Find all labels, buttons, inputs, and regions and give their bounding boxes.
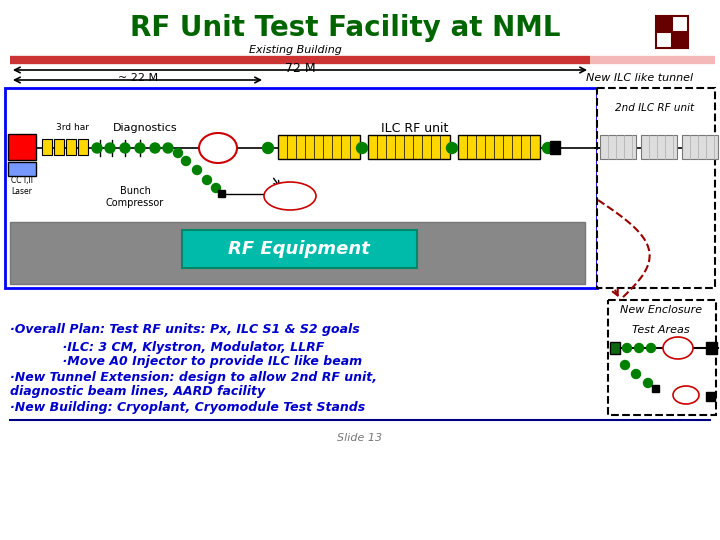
Text: 2nd ILC RF unit: 2nd ILC RF unit	[616, 103, 695, 113]
Circle shape	[623, 343, 631, 353]
Bar	[218, 190, 225, 197]
Bar	[550, 141, 560, 154]
Text: 72 M: 72 M	[284, 62, 315, 75]
Text: ~ 22 M: ~ 22 M	[118, 73, 158, 83]
Bar	[368, 135, 450, 159]
Bar	[673, 33, 688, 48]
Circle shape	[631, 369, 641, 379]
Text: Slide 13: Slide 13	[338, 433, 382, 443]
Ellipse shape	[673, 386, 699, 404]
Text: Test Area: Test Area	[268, 191, 312, 201]
Bar	[278, 135, 360, 159]
Circle shape	[181, 157, 191, 165]
Circle shape	[542, 143, 554, 153]
Circle shape	[120, 143, 130, 153]
Bar	[652, 385, 659, 392]
Text: CC I,II: CC I,II	[11, 176, 33, 185]
Text: Diagnostics: Diagnostics	[113, 123, 177, 133]
Circle shape	[634, 343, 644, 353]
Text: New ILC like tunnel: New ILC like tunnel	[586, 73, 693, 83]
Bar	[5, 88, 597, 288]
Circle shape	[174, 148, 182, 158]
Circle shape	[356, 143, 367, 153]
Text: ·New Tunnel Extension: design to allow 2nd RF unit,: ·New Tunnel Extension: design to allow 2…	[10, 370, 377, 383]
Text: Bunch
Compressor: Bunch Compressor	[106, 186, 164, 207]
Text: Gun: Gun	[12, 168, 32, 178]
Text: Existing Building: Existing Building	[248, 45, 341, 55]
Bar	[54, 139, 64, 155]
Bar	[656, 16, 688, 48]
Circle shape	[163, 143, 173, 153]
Bar	[458, 135, 540, 159]
Bar	[8, 162, 36, 176]
Circle shape	[92, 143, 102, 153]
Bar	[682, 135, 718, 159]
Text: ·New Building: Cryoplant, Cryomodule Test Stands: ·New Building: Cryoplant, Cryomodule Tes…	[10, 401, 365, 414]
Bar	[656, 16, 671, 31]
Bar	[66, 139, 76, 155]
Circle shape	[212, 184, 220, 192]
Text: RF Equipment: RF Equipment	[228, 240, 370, 258]
Text: RF Unit Test Facility at NML: RF Unit Test Facility at NML	[130, 14, 560, 42]
Ellipse shape	[199, 133, 237, 163]
Bar	[600, 135, 636, 159]
Bar	[597, 88, 715, 288]
Bar	[706, 342, 717, 354]
Bar	[608, 300, 716, 415]
Bar	[182, 230, 417, 268]
Ellipse shape	[663, 337, 693, 359]
Ellipse shape	[264, 182, 316, 210]
Circle shape	[644, 379, 652, 388]
Circle shape	[263, 143, 274, 153]
Circle shape	[150, 143, 160, 153]
Text: New Enclosure: New Enclosure	[620, 305, 702, 315]
Text: Laser: Laser	[12, 187, 32, 197]
Circle shape	[621, 361, 629, 369]
Circle shape	[647, 343, 655, 353]
Bar	[78, 139, 88, 155]
Text: ·Move A0 Injector to provide ILC like beam: ·Move A0 Injector to provide ILC like be…	[45, 355, 362, 368]
Text: ·Overall Plan: Test RF units: Px, ILC S1 & S2 goals: ·Overall Plan: Test RF units: Px, ILC S1…	[10, 323, 360, 336]
Text: 3rd har: 3rd har	[55, 124, 89, 132]
Text: ·ILC: 3 CM, Klystron, Modulator, LLRF: ·ILC: 3 CM, Klystron, Modulator, LLRF	[45, 341, 324, 354]
Text: Test Areas: Test Areas	[632, 325, 690, 335]
Bar	[8, 134, 36, 160]
Circle shape	[105, 143, 115, 153]
Bar	[42, 139, 52, 155]
Circle shape	[135, 143, 145, 153]
Circle shape	[202, 176, 212, 185]
Bar	[641, 135, 677, 159]
Text: diagnostic beam lines, AARD facility: diagnostic beam lines, AARD facility	[10, 386, 265, 399]
Circle shape	[446, 143, 457, 153]
Circle shape	[192, 165, 202, 174]
Text: ILC RF unit: ILC RF unit	[382, 122, 449, 134]
Bar	[706, 392, 715, 401]
Bar	[610, 342, 620, 354]
Bar	[10, 222, 585, 284]
